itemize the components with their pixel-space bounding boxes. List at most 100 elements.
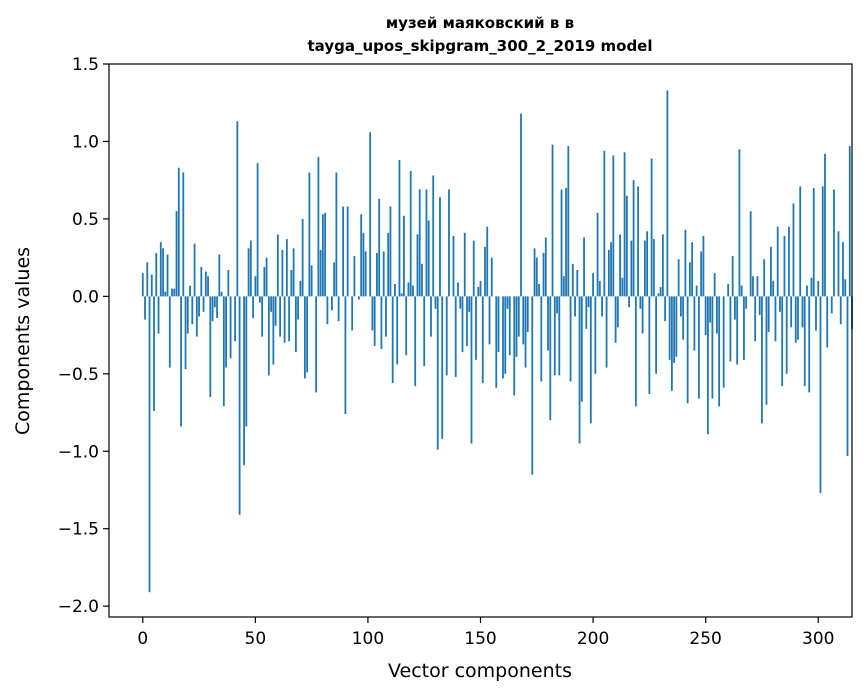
bar [153,296,155,411]
x-tick-label: 150 [464,629,496,649]
bar [164,291,167,297]
bar [567,146,570,297]
bar [700,251,703,297]
bar [610,242,612,297]
bar [569,296,572,382]
bar [490,257,493,297]
bar [542,252,545,297]
bar [637,186,640,297]
bar [731,256,734,297]
bar [761,296,763,424]
bar [263,266,266,297]
bar [189,285,191,297]
x-axis-ticks: 0 50 100 150 200 250 300 [137,617,834,649]
bar [628,296,630,308]
bar [587,296,590,308]
bar [677,259,680,297]
bar [619,234,621,297]
bar [729,296,732,362]
bar [337,296,340,322]
bar [709,296,712,323]
bar [148,296,151,593]
bar [580,296,583,402]
bar [409,170,412,297]
bar [497,296,500,353]
bar [614,296,617,343]
bar [668,296,671,360]
bar [398,160,401,297]
bar [373,296,376,346]
bar [486,226,489,297]
bar [673,296,676,363]
bar [826,296,829,348]
chart-subtitle: tayga_upos_skipgram_300_2_2019 model [308,37,653,55]
bar [184,296,187,370]
chart-title: музей маяковский в в [386,14,574,32]
bar [441,296,444,439]
bar [457,282,459,297]
bar [463,232,466,297]
y-tick-label: −1.5 [58,520,99,540]
bar [432,175,435,297]
bar [612,155,615,297]
bar [351,296,354,331]
bar [749,211,752,297]
bar [445,296,448,376]
bar [551,144,554,297]
bar [292,248,295,297]
bar [173,288,176,297]
bar [155,252,158,297]
bar [844,279,847,297]
bar [607,249,610,297]
bar [394,283,396,297]
y-axis-ticks: 1.5 1.0 0.5 0.0 −0.5 −1.0 −1.5 −2.0 [58,55,109,617]
bar [306,296,309,373]
bar [209,296,212,398]
bar [794,296,797,343]
bar [688,262,691,297]
bar [470,296,473,444]
bar [249,240,252,297]
bar [270,296,273,312]
bar [574,296,576,317]
bar [839,296,842,325]
bar [806,285,808,297]
bar [605,296,608,368]
y-tick-label: 0.0 [72,287,99,307]
bar [684,229,687,297]
bar [376,252,378,297]
bar [141,273,144,297]
y-tick-label: 1.5 [72,55,99,75]
bar [808,296,811,393]
x-tick-label: 50 [245,629,267,649]
bar [589,296,592,424]
bar [285,239,288,297]
bar [767,296,770,332]
bar [335,172,338,297]
bar [387,232,390,297]
bar [400,293,403,297]
bar [245,296,248,427]
bar [213,296,216,308]
bar [763,259,766,297]
bar [848,146,851,297]
bar [222,296,225,407]
bar [360,214,363,297]
bar [716,296,718,334]
bar [281,249,284,297]
bar [180,296,182,427]
y-tick-label: 0.5 [72,210,99,230]
bar [815,296,817,331]
x-axis-label: Vector components [388,660,572,682]
bar [686,296,689,404]
bar [601,296,603,317]
bar [553,296,556,376]
bar [225,296,227,368]
bar [326,296,329,325]
bar [547,296,549,351]
bar [207,276,209,297]
bar [405,296,408,356]
bar [364,251,367,297]
bar [812,187,815,297]
bar [524,296,527,368]
